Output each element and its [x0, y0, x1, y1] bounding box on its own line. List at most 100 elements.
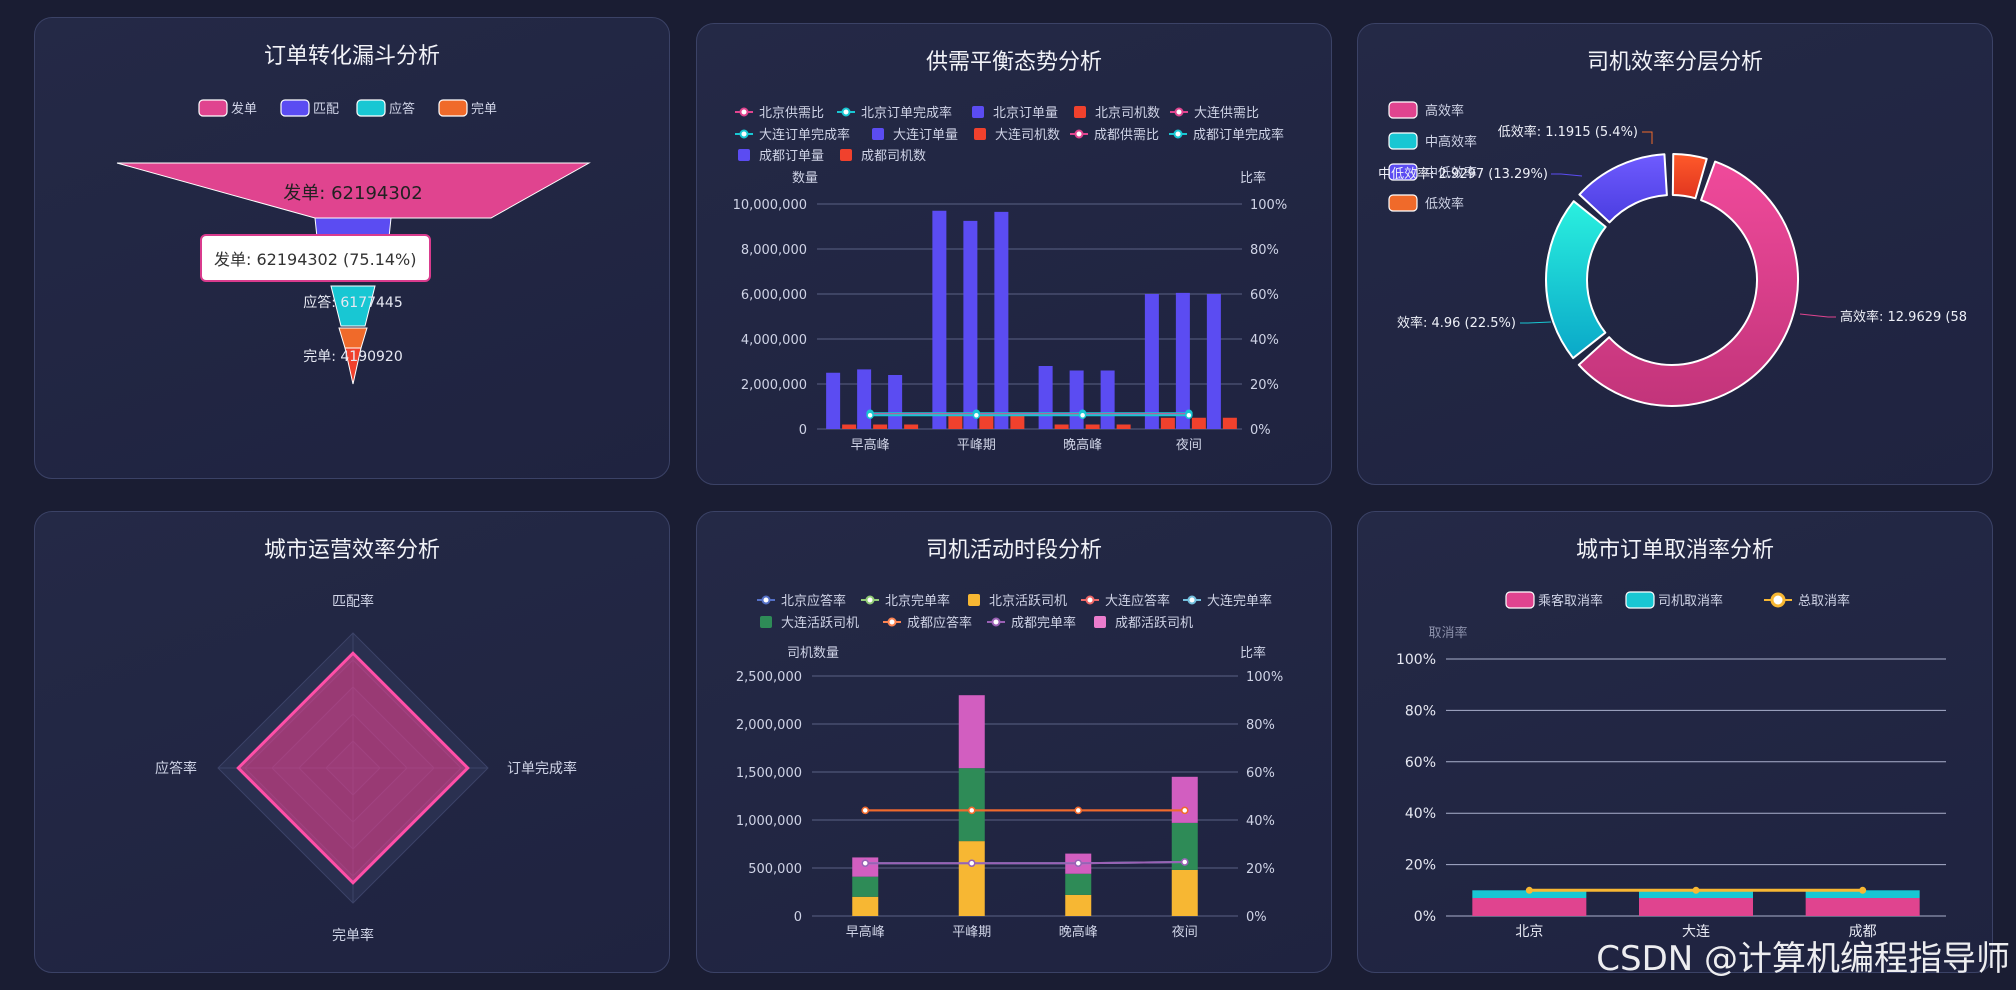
rate-line [865, 861, 1185, 865]
stacked-bar-segment [958, 841, 985, 916]
rate-point [968, 806, 976, 815]
bar-driver [1191, 417, 1206, 429]
label-leader [1551, 173, 1583, 177]
chart-tooltip: 发单: 62194302 (75.14%) [200, 234, 431, 282]
legend-marker [972, 106, 984, 118]
total-cancel-point [1692, 886, 1700, 894]
x-tick: 成都 [1849, 924, 1877, 940]
slice-label: 效率: 4.96 (22.5%) [1397, 315, 1516, 331]
total-cancel-point [1859, 886, 1867, 894]
y2-tick: 20% [1250, 378, 1279, 393]
y-tick: 100% [1396, 652, 1436, 668]
legend-label: 成都供需比 [1094, 128, 1159, 143]
driver-efficiency-panel: 司机效率分层分析 高效率 中高效率 中低效率 低效率 高效率: 12.9629 (58 效… [1357, 23, 1993, 485]
slice-label: 中低效率: 2.9297 (13.29%) [1378, 166, 1548, 182]
funnel-segment [338, 327, 368, 349]
panel-title: 司机效率分层分析 [1586, 50, 1763, 75]
bar-driver-cancel [1805, 890, 1920, 899]
bar-passenger-cancel [1472, 898, 1587, 916]
rate-point [1181, 806, 1189, 815]
funnel-label: 完单: 4190920 [303, 349, 403, 365]
legend-marker [872, 128, 884, 140]
donut-slice [1577, 160, 1799, 407]
x-tick: 平峰期 [952, 925, 991, 940]
legend-marker [1770, 592, 1786, 608]
watermark: CSDN @计算机编程指导师 [1596, 939, 2010, 979]
legend-marker [1388, 194, 1418, 212]
bar-driver [1085, 424, 1100, 429]
bar-order [826, 372, 841, 429]
x-tick: 北京 [1515, 924, 1543, 940]
axis-name: 数量 [792, 171, 818, 186]
bar-driver [842, 424, 857, 429]
y2-tick: 0% [1250, 423, 1271, 438]
panel-title: 城市运营效率分析 [263, 538, 440, 563]
bar-driver [948, 415, 963, 429]
bar-driver [1160, 417, 1175, 429]
bar-driver [1222, 417, 1237, 429]
funnel-segment [330, 285, 376, 327]
donut-slice [1545, 200, 1607, 360]
legend-marker [1388, 101, 1418, 119]
legend-label: 北京司机数 [1095, 106, 1160, 121]
bar-passenger-cancel [1639, 898, 1753, 916]
axis-name: 比率 [1240, 170, 1266, 186]
legend-marker [1074, 106, 1086, 118]
legend-label: 北京订单完成率 [861, 105, 952, 121]
legend-label: 北京供需比 [759, 106, 824, 121]
legend-label: 大连司机数 [995, 127, 1060, 143]
legend-marker [739, 129, 749, 139]
supply-demand-panel: 供需平衡态势分析 北京供需比 北京订单完成率 北京订单量 北京司机数 大连供需比 大连订单… [696, 23, 1332, 485]
x-tick: 晚高峰 [1059, 924, 1098, 940]
legend-marker [1388, 163, 1418, 181]
slice-label: 高效率: 12.9629 (58 [1840, 309, 1967, 325]
bar-passenger-cancel [1805, 898, 1920, 916]
legend-marker [840, 149, 852, 161]
legend-label: 北京活跃司机 [989, 594, 1067, 609]
stacked-bar-segment [852, 896, 879, 916]
legend-marker [760, 616, 772, 628]
y-tick: 6,000,000 [741, 288, 807, 303]
y-tick: 2,000,000 [741, 378, 807, 393]
legend-marker [968, 594, 980, 606]
rate-point [861, 806, 869, 815]
y-tick: 0 [799, 423, 807, 438]
legend-marker [739, 107, 749, 117]
legend-label: 北京完单率 [885, 593, 950, 609]
label-leader [1520, 321, 1552, 324]
bar-driver [1116, 424, 1131, 429]
legend-label: 成都司机数 [861, 149, 926, 164]
legend-label: 中低效率 [1425, 165, 1477, 181]
y2-tick: 0% [1246, 910, 1267, 925]
x-tick: 夜间 [1176, 438, 1202, 453]
bar-driver [873, 424, 888, 429]
legend-label: 成都应答率 [907, 615, 972, 631]
legend-marker [1174, 107, 1184, 117]
y2-tick: 60% [1250, 288, 1279, 303]
legend-marker [761, 595, 771, 605]
stacked-bar-segment [1065, 894, 1092, 916]
y2-tick: 100% [1250, 198, 1287, 213]
rate-point [1185, 411, 1193, 419]
stacked-bar-segment [1065, 873, 1092, 895]
bar-order [1038, 366, 1053, 429]
legend-label: 应答 [389, 101, 415, 117]
radar-area [236, 651, 470, 885]
donut-slice [1578, 153, 1668, 224]
panel-title: 司机活动时段分析 [925, 538, 1102, 563]
radar-indicator: 订单完成率 [507, 760, 577, 777]
panel-title: 供需平衡态势分析 [925, 50, 1102, 75]
legend-label: 乘客取消率 [1538, 593, 1603, 609]
y-tick: 10,000,000 [733, 198, 807, 213]
bar-order [1100, 370, 1115, 429]
legend-marker [356, 99, 386, 117]
legend-label: 高效率 [1425, 103, 1464, 119]
panel-title: 订单转化漏斗分析 [263, 44, 440, 69]
y-tick: 60% [1405, 755, 1436, 771]
slice-label: 低效率: 1.1915 (5.4%) [1498, 124, 1638, 140]
y-tick: 0% [1414, 909, 1436, 925]
rate-point [968, 859, 976, 867]
